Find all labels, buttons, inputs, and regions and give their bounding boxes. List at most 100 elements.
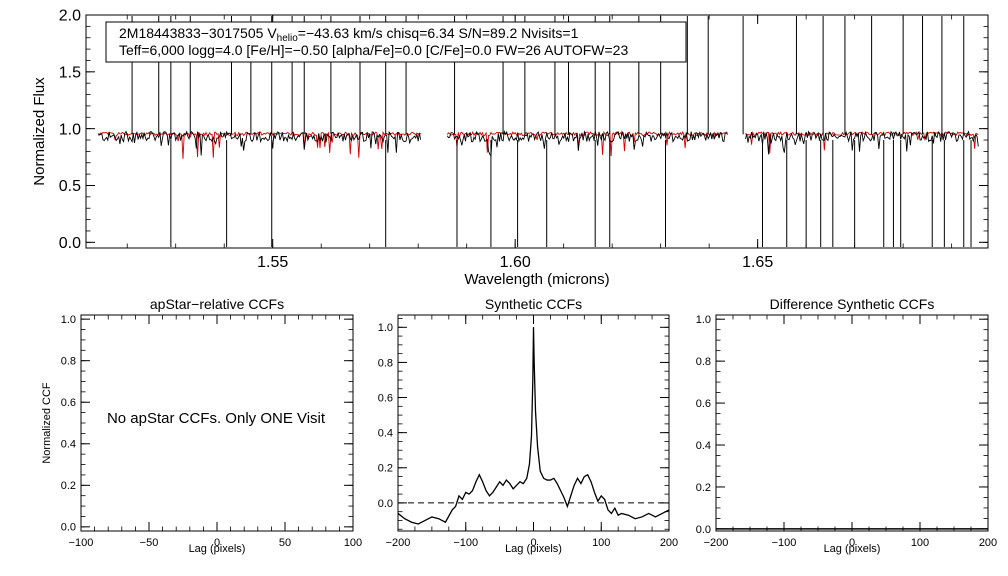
- panel-0-xlabel: Wavelength (microns): [464, 271, 609, 288]
- synthetic-ccf-point: [468, 493, 470, 495]
- synthetic-ccf-point: [604, 498, 606, 500]
- panel-0-ytick-label: 2.0: [59, 8, 81, 25]
- panel-1-ylabel: Normalized CCF: [41, 382, 53, 464]
- panel-2-ytick-label: 0.2: [378, 463, 393, 475]
- panel-1-xtick-label: 50: [279, 537, 291, 549]
- synthetic-ccf-point: [641, 516, 643, 518]
- panel-0-ylabel: Normalized Flux: [31, 77, 48, 186]
- panel-2-xtick-label: −100: [453, 537, 478, 549]
- panel-1-title: apStar−relative CCFs: [150, 296, 284, 312]
- annotation-line-2: Teff=6,000 logg=4.0 [Fe/H]=−0.50 [alpha/…: [119, 42, 628, 58]
- panel-0-xtick-label: 1.65: [742, 254, 773, 271]
- synthetic-ccf-point: [583, 476, 585, 477]
- synthetic-ccf-point: [587, 474, 589, 476]
- synthetic-ccf-point: [539, 470, 541, 472]
- panel-1-xtick-label: −100: [69, 537, 94, 549]
- synthetic-ccf-point: [445, 521, 446, 523]
- panel-3-title: Difference Synthetic CCFs: [770, 296, 935, 312]
- synthetic-ccf-point: [533, 326, 534, 328]
- synthetic-ccf-point: [560, 490, 561, 492]
- panel-2-ytick-label: 0.0: [378, 498, 393, 510]
- synthetic-ccf-point: [506, 479, 507, 481]
- synthetic-ccf-point: [661, 513, 663, 514]
- annotation-line-1: 2M18443833−3017505 Vhelio=−43.63 km/s ch…: [119, 25, 579, 44]
- panel-2-title: Synthetic CCFs: [485, 296, 582, 312]
- synthetic-ccf-point: [570, 495, 572, 497]
- panel-0-frame: [85, 14, 989, 249]
- panel-0-xtick-label: 1.55: [257, 254, 288, 271]
- panel-1-ytick-label: 0.8: [61, 356, 76, 368]
- panel-3-xtick-label: −200: [704, 537, 729, 549]
- observed-spectrum-chip-1: [98, 130, 422, 156]
- panel-2-ytick-label: 0.8: [378, 357, 393, 369]
- annotation-v-label: V: [267, 25, 277, 41]
- synthetic-ccf-point: [455, 506, 456, 507]
- panel-2-xtick-label: 200: [660, 537, 678, 549]
- synthetic-ccf-point: [600, 495, 602, 497]
- synthetic-ccf-point: [590, 481, 592, 483]
- synthetic-ccf-point: [478, 474, 480, 476]
- panel-3-ytick-label: 1.0: [696, 314, 711, 326]
- synthetic-ccf-point: [516, 484, 517, 486]
- synthetic-ccf-point: [537, 446, 538, 448]
- panel-2-xlabel: Lag (pixels): [505, 543, 562, 555]
- panel-2-ytick-label: 0.6: [378, 392, 393, 404]
- synthetic-ccf-point: [411, 521, 412, 523]
- synthetic-ccf-point: [532, 379, 534, 381]
- synthetic-ccf-point: [461, 498, 463, 500]
- synthetic-ccf-point: [563, 497, 565, 499]
- synthetic-ccf-point: [451, 509, 453, 511]
- synthetic-ccf-line: [397, 327, 670, 525]
- synthetic-ccf-point: [475, 481, 477, 483]
- panel-3-xtick-label: 100: [911, 537, 929, 549]
- panel-0-ytick-label: 1.5: [59, 64, 81, 81]
- annotation-v-sub: helio: [277, 33, 299, 44]
- synthetic-ccf-point: [566, 506, 568, 507]
- synthetic-ccf-point: [543, 477, 545, 479]
- synthetic-ccf-point: [509, 483, 511, 484]
- synthetic-ccf-point: [438, 518, 440, 520]
- synthetic-ccf-point: [611, 513, 612, 514]
- panel-1-ytick-label: 1.0: [61, 314, 76, 326]
- panel-3-ytick-label: 0.6: [696, 398, 711, 410]
- panel-1-ytick-label: 0.6: [61, 397, 76, 409]
- panel-3-xlabel: Lag (pixels): [824, 543, 881, 555]
- no-ccf-message: No apStar CCFs. Only ONE Visit: [107, 410, 326, 427]
- synthetic-ccf-point: [634, 518, 636, 520]
- panel-1-xlabel: Lag (pixels): [189, 543, 246, 555]
- synthetic-ccf-point: [458, 495, 460, 497]
- synthetic-ccf-point: [472, 490, 473, 492]
- panel-2-ytick-label: 1.0: [378, 322, 393, 334]
- synthetic-ccf-point: [465, 491, 467, 493]
- synthetic-ccf-point: [492, 491, 494, 493]
- annotation-v-value: =−43.63 km/s: [298, 25, 387, 41]
- synthetic-ccf-point: [417, 523, 419, 525]
- synthetic-ccf-point: [522, 483, 524, 484]
- synthetic-ccf-point: [577, 477, 578, 479]
- synthetic-ccf-point: [668, 509, 670, 511]
- synthetic-ccf-point: [531, 435, 532, 437]
- synthetic-ccf-point: [397, 513, 399, 514]
- synthetic-ccf-point: [597, 500, 599, 502]
- synthetic-ccf-point: [424, 520, 426, 521]
- annotation-nvisits: Nvisits=1: [521, 25, 578, 41]
- panel-3-ytick-label: 0.2: [696, 482, 711, 494]
- panel-3-xtick-label: −100: [772, 537, 797, 549]
- synthetic-ccf-point: [526, 477, 528, 479]
- synthetic-spectrum-chip-2: [446, 130, 728, 157]
- panel-0-ytick-label: 1.0: [59, 121, 81, 138]
- panel-3-frame: [715, 314, 989, 532]
- synthetic-ccf-point: [535, 411, 536, 412]
- synthetic-ccf-point: [431, 516, 433, 518]
- panel-3-ytick-label: 0.0: [696, 524, 711, 536]
- synthetic-ccf-point: [594, 491, 595, 493]
- synthetic-ccf-point: [489, 495, 490, 497]
- panel-1-ytick-label: 0.4: [61, 439, 76, 451]
- synthetic-ccf-point: [519, 481, 521, 483]
- synthetic-ccf-point: [404, 518, 406, 520]
- synthetic-ccf-point: [482, 481, 484, 483]
- annotation-star-id: 2M18443833−3017505: [119, 25, 267, 41]
- annotation-sn: S/N=89.2: [459, 25, 522, 41]
- synthetic-ccf-point: [655, 516, 656, 518]
